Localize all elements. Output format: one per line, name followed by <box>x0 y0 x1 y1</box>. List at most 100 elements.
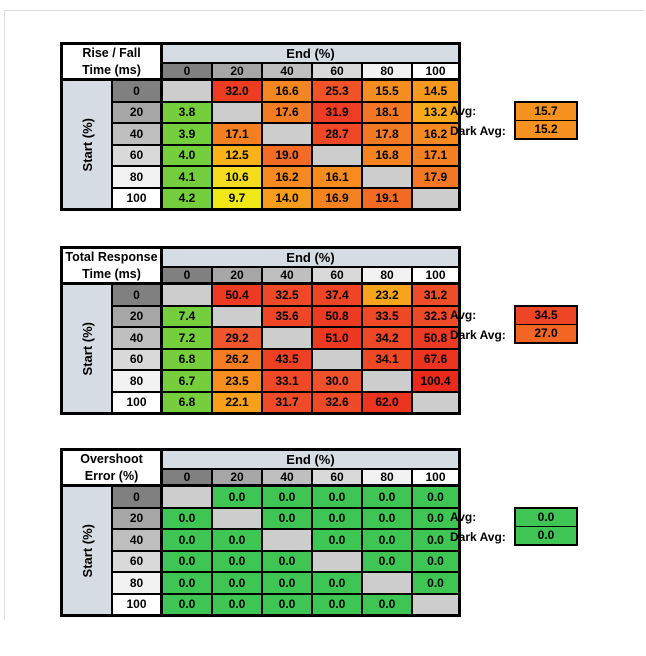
cell-start80-end100[interactable]: 17.9 <box>412 166 459 188</box>
cell-start100-end60[interactable]: 16.9 <box>312 187 362 209</box>
cell-start60-end100[interactable]: 67.6 <box>412 348 459 370</box>
cell-start0-end0[interactable] <box>162 284 212 306</box>
cell-start20-end20[interactable] <box>212 101 262 123</box>
cell-start100-end100[interactable] <box>412 391 459 413</box>
cell-start40-end100[interactable]: 50.8 <box>412 327 459 349</box>
cell-start100-end40[interactable]: 0.0 <box>262 593 312 615</box>
cell-start80-end40[interactable]: 33.1 <box>262 370 312 392</box>
cell-start40-end60[interactable]: 51.0 <box>312 327 362 349</box>
cell-start60-end0[interactable]: 0.0 <box>162 550 212 572</box>
cell-start100-end0[interactable]: 0.0 <box>162 593 212 615</box>
cell-start60-end100[interactable]: 0.0 <box>412 550 459 572</box>
cell-start0-end0[interactable] <box>162 486 212 508</box>
cell-start60-end60[interactable] <box>312 348 362 370</box>
cell-start20-end80[interactable]: 33.5 <box>362 305 412 327</box>
cell-start80-end40[interactable]: 0.0 <box>262 572 312 594</box>
cell-start20-end60[interactable]: 50.8 <box>312 305 362 327</box>
dark-avg-value[interactable]: 15.2 <box>516 121 576 138</box>
avg-value[interactable]: 34.5 <box>516 307 576 325</box>
cell-start60-end100[interactable]: 17.1 <box>412 144 459 166</box>
cell-start80-end80[interactable] <box>362 370 412 392</box>
cell-start40-end100[interactable]: 0.0 <box>412 529 459 551</box>
cell-start60-end40[interactable]: 0.0 <box>262 550 312 572</box>
cell-start20-end60[interactable]: 0.0 <box>312 507 362 529</box>
dark-avg-value[interactable]: 27.0 <box>516 325 576 342</box>
cell-start80-end20[interactable]: 10.6 <box>212 166 262 188</box>
cell-start60-end80[interactable]: 16.8 <box>362 144 412 166</box>
cell-start0-end0[interactable] <box>162 80 212 102</box>
cell-start40-end80[interactable]: 0.0 <box>362 529 412 551</box>
cell-start80-end60[interactable]: 30.0 <box>312 370 362 392</box>
cell-start0-end60[interactable]: 25.3 <box>312 80 362 102</box>
cell-start40-end0[interactable]: 7.2 <box>162 327 212 349</box>
cell-start100-end60[interactable]: 0.0 <box>312 593 362 615</box>
cell-start20-end20[interactable] <box>212 305 262 327</box>
cell-start60-end40[interactable]: 43.5 <box>262 348 312 370</box>
cell-start40-end0[interactable]: 0.0 <box>162 529 212 551</box>
cell-start60-end0[interactable]: 6.8 <box>162 348 212 370</box>
cell-start60-end20[interactable]: 26.2 <box>212 348 262 370</box>
cell-start100-end80[interactable]: 0.0 <box>362 593 412 615</box>
cell-start80-end80[interactable] <box>362 572 412 594</box>
cell-start20-end80[interactable]: 0.0 <box>362 507 412 529</box>
cell-start80-end100[interactable]: 100.4 <box>412 370 459 392</box>
cell-start20-end40[interactable]: 35.6 <box>262 305 312 327</box>
cell-start100-end80[interactable]: 19.1 <box>362 187 412 209</box>
cell-start80-end0[interactable]: 4.1 <box>162 166 212 188</box>
cell-start40-end0[interactable]: 3.9 <box>162 123 212 145</box>
cell-start0-end100[interactable]: 0.0 <box>412 486 459 508</box>
cell-start40-end60[interactable]: 0.0 <box>312 529 362 551</box>
cell-start60-end20[interactable]: 12.5 <box>212 144 262 166</box>
cell-start100-end20[interactable]: 9.7 <box>212 187 262 209</box>
cell-start20-end100[interactable]: 13.2 <box>412 101 459 123</box>
cell-start40-end80[interactable]: 17.8 <box>362 123 412 145</box>
cell-start40-end20[interactable]: 0.0 <box>212 529 262 551</box>
cell-start40-end40[interactable] <box>262 327 312 349</box>
cell-start0-end80[interactable]: 15.5 <box>362 80 412 102</box>
cell-start80-end20[interactable]: 0.0 <box>212 572 262 594</box>
cell-start20-end20[interactable] <box>212 507 262 529</box>
cell-start60-end0[interactable]: 4.0 <box>162 144 212 166</box>
cell-start100-end60[interactable]: 32.6 <box>312 391 362 413</box>
cell-start40-end20[interactable]: 29.2 <box>212 327 262 349</box>
cell-start60-end80[interactable]: 34.1 <box>362 348 412 370</box>
cell-start0-end40[interactable]: 0.0 <box>262 486 312 508</box>
cell-start20-end100[interactable]: 32.3 <box>412 305 459 327</box>
cell-start40-end80[interactable]: 34.2 <box>362 327 412 349</box>
cell-start0-end20[interactable]: 32.0 <box>212 80 262 102</box>
cell-start20-end0[interactable]: 7.4 <box>162 305 212 327</box>
cell-start80-end40[interactable]: 16.2 <box>262 166 312 188</box>
cell-start80-end60[interactable]: 0.0 <box>312 572 362 594</box>
cell-start100-end80[interactable]: 62.0 <box>362 391 412 413</box>
cell-start0-end80[interactable]: 0.0 <box>362 486 412 508</box>
cell-start0-end100[interactable]: 14.5 <box>412 80 459 102</box>
cell-start100-end40[interactable]: 31.7 <box>262 391 312 413</box>
cell-start60-end60[interactable] <box>312 550 362 572</box>
avg-value[interactable]: 0.0 <box>516 509 576 527</box>
cell-start20-end60[interactable]: 31.9 <box>312 101 362 123</box>
cell-start20-end40[interactable]: 0.0 <box>262 507 312 529</box>
cell-start100-end40[interactable]: 14.0 <box>262 187 312 209</box>
cell-start40-end40[interactable] <box>262 529 312 551</box>
cell-start60-end20[interactable]: 0.0 <box>212 550 262 572</box>
cell-start80-end20[interactable]: 23.5 <box>212 370 262 392</box>
cell-start0-end20[interactable]: 50.4 <box>212 284 262 306</box>
cell-start40-end100[interactable]: 16.2 <box>412 123 459 145</box>
cell-start20-end80[interactable]: 18.1 <box>362 101 412 123</box>
cell-start100-end0[interactable]: 4.2 <box>162 187 212 209</box>
cell-start0-end40[interactable]: 16.6 <box>262 80 312 102</box>
cell-start20-end0[interactable]: 0.0 <box>162 507 212 529</box>
cell-start100-end20[interactable]: 0.0 <box>212 593 262 615</box>
cell-start80-end0[interactable]: 0.0 <box>162 572 212 594</box>
cell-start0-end80[interactable]: 23.2 <box>362 284 412 306</box>
cell-start20-end0[interactable]: 3.8 <box>162 101 212 123</box>
cell-start0-end100[interactable]: 31.2 <box>412 284 459 306</box>
cell-start0-end40[interactable]: 32.5 <box>262 284 312 306</box>
cell-start40-end40[interactable] <box>262 123 312 145</box>
cell-start100-end100[interactable] <box>412 187 459 209</box>
cell-start80-end60[interactable]: 16.1 <box>312 166 362 188</box>
dark-avg-value[interactable]: 0.0 <box>516 527 576 544</box>
cell-start20-end100[interactable]: 0.0 <box>412 507 459 529</box>
cell-start60-end60[interactable] <box>312 144 362 166</box>
cell-start0-end20[interactable]: 0.0 <box>212 486 262 508</box>
